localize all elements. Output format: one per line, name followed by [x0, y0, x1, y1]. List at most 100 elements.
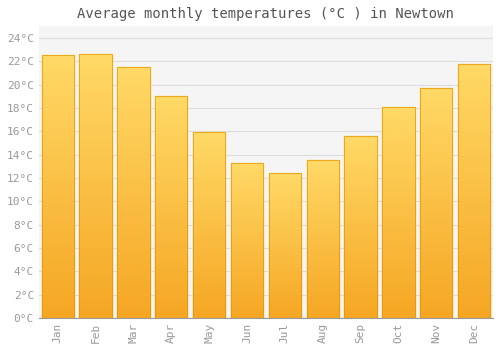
Bar: [306, 310, 339, 312]
Bar: [80, 86, 112, 89]
Bar: [344, 198, 376, 199]
Bar: [269, 233, 301, 234]
Bar: [155, 105, 188, 107]
Bar: [118, 260, 150, 263]
Bar: [155, 274, 188, 276]
Bar: [458, 168, 490, 170]
Bar: [306, 280, 339, 282]
Bar: [155, 96, 188, 318]
Bar: [193, 197, 225, 199]
Bar: [382, 185, 414, 187]
Bar: [344, 263, 376, 265]
Bar: [420, 228, 452, 231]
Bar: [306, 211, 339, 212]
Bar: [193, 236, 225, 238]
Bar: [80, 186, 112, 189]
Bar: [458, 150, 490, 153]
Bar: [420, 274, 452, 277]
Bar: [42, 113, 74, 116]
Bar: [118, 182, 150, 185]
Bar: [80, 252, 112, 255]
Bar: [269, 199, 301, 201]
Bar: [420, 95, 452, 97]
Bar: [193, 285, 225, 286]
Bar: [231, 278, 263, 279]
Bar: [118, 208, 150, 210]
Bar: [80, 78, 112, 80]
Bar: [420, 189, 452, 191]
Bar: [42, 197, 74, 200]
Bar: [80, 131, 112, 133]
Bar: [344, 229, 376, 231]
Bar: [42, 226, 74, 229]
Bar: [155, 247, 188, 249]
Bar: [155, 136, 188, 138]
Bar: [382, 236, 414, 238]
Bar: [269, 205, 301, 206]
Bar: [344, 205, 376, 207]
Bar: [231, 284, 263, 285]
Bar: [306, 282, 339, 283]
Bar: [306, 160, 339, 318]
Bar: [382, 172, 414, 174]
Bar: [155, 234, 188, 236]
Bar: [231, 260, 263, 262]
Bar: [193, 168, 225, 169]
Bar: [344, 147, 376, 149]
Bar: [382, 202, 414, 204]
Bar: [80, 286, 112, 289]
Bar: [155, 187, 188, 189]
Bar: [42, 129, 74, 132]
Bar: [382, 200, 414, 202]
Bar: [118, 100, 150, 102]
Bar: [306, 214, 339, 216]
Bar: [42, 213, 74, 216]
Bar: [193, 155, 225, 156]
Bar: [231, 312, 263, 313]
Bar: [80, 228, 112, 231]
Bar: [269, 308, 301, 309]
Bar: [118, 102, 150, 105]
Bar: [231, 189, 263, 191]
Bar: [231, 200, 263, 202]
Bar: [80, 289, 112, 292]
Bar: [344, 136, 376, 138]
Bar: [344, 189, 376, 190]
Bar: [118, 238, 150, 240]
Bar: [458, 293, 490, 295]
Bar: [458, 181, 490, 183]
Bar: [420, 226, 452, 228]
Bar: [382, 109, 414, 111]
Bar: [306, 217, 339, 219]
Bar: [344, 236, 376, 238]
Bar: [231, 251, 263, 253]
Bar: [344, 145, 376, 147]
Bar: [344, 280, 376, 281]
Bar: [155, 152, 188, 154]
Bar: [382, 238, 414, 240]
Bar: [269, 231, 301, 233]
Bar: [231, 268, 263, 270]
Bar: [155, 185, 188, 187]
Bar: [80, 54, 112, 318]
Bar: [269, 191, 301, 192]
Bar: [231, 225, 263, 226]
Bar: [155, 101, 188, 103]
Bar: [306, 316, 339, 318]
Bar: [42, 271, 74, 273]
Bar: [80, 128, 112, 131]
Bar: [193, 240, 225, 242]
Bar: [269, 211, 301, 212]
Bar: [269, 289, 301, 290]
Bar: [269, 266, 301, 267]
Bar: [118, 280, 150, 283]
Bar: [458, 122, 490, 125]
Bar: [458, 89, 490, 92]
Bar: [306, 242, 339, 244]
Bar: [420, 157, 452, 159]
Bar: [42, 90, 74, 92]
Bar: [420, 185, 452, 187]
Bar: [382, 176, 414, 178]
Bar: [420, 130, 452, 132]
Bar: [306, 194, 339, 195]
